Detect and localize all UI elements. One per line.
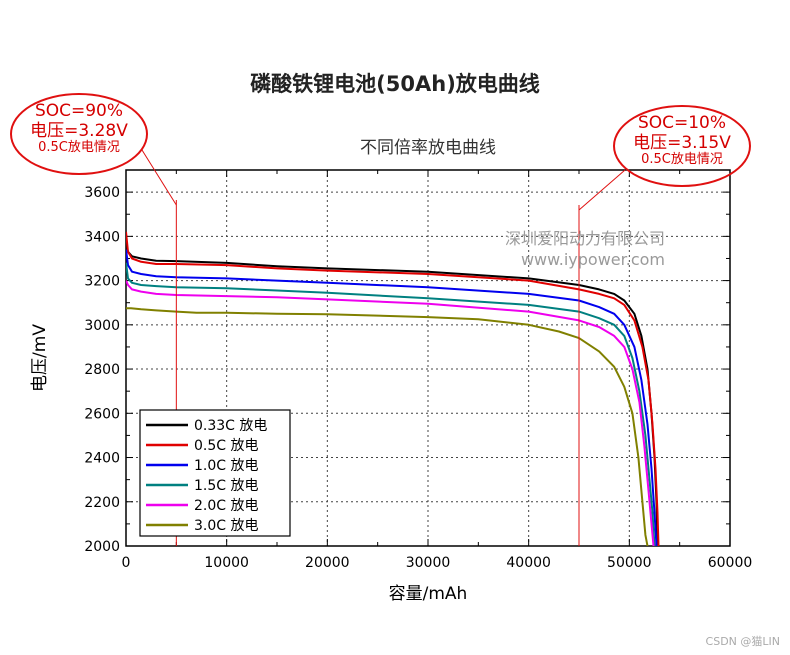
x-tick-label: 30000 — [406, 555, 451, 571]
soc10-callout: SOC=10% 电压=3.15V 0.5C放电情况 — [613, 105, 751, 187]
legend-label: 0.33C 放电 — [194, 418, 267, 434]
y-tick-label: 3600 — [84, 185, 120, 201]
legend-label: 3.0C 放电 — [194, 518, 259, 534]
watermark-url: www.iypower.com — [520, 250, 665, 269]
series-line-4 — [126, 280, 655, 546]
soc10-label: SOC=10% — [637, 113, 727, 133]
page-title: 磷酸铁锂电池(50Ah)放电曲线 — [250, 72, 540, 96]
chart-title: 不同倍率放电曲线 — [360, 138, 496, 158]
y-tick-label: 3400 — [84, 229, 120, 245]
watermark-company: 深圳爱阳动力有限公司 — [504, 229, 665, 248]
y-axis-label: 电压/mV — [30, 324, 50, 392]
watermark: 深圳爱阳动力有限公司 www.iypower.com — [470, 228, 665, 270]
y-tick-label: 3200 — [84, 274, 120, 290]
x-tick-label: 60000 — [708, 555, 753, 571]
legend — [139, 409, 291, 537]
series-line-3 — [126, 262, 656, 546]
soc90-label: SOC=90% — [34, 101, 124, 121]
callout-connector — [578, 169, 626, 211]
x-tick-label: 20000 — [305, 555, 350, 571]
x-tick-label: 40000 — [506, 555, 551, 571]
y-tick-label: 2000 — [84, 539, 120, 555]
legend-label: 2.0C 放电 — [194, 498, 259, 514]
x-tick-label: 50000 — [607, 555, 652, 571]
y-tick-label: 2200 — [84, 495, 120, 511]
y-tick-label: 3000 — [84, 318, 120, 334]
soc10-note: 0.5C放电情况 — [641, 152, 723, 168]
series-line-1 — [126, 231, 660, 546]
x-axis-label: 容量/mAh — [389, 584, 468, 604]
soc10-voltage: 电压=3.15V — [633, 132, 731, 153]
soc90-note: 0.5C放电情况 — [38, 140, 120, 156]
soc90-callout: SOC=90% 电压=3.28V 0.5C放电情况 — [10, 93, 148, 175]
y-tick-label: 2800 — [84, 362, 120, 378]
footer-credit: CSDN @猫LIN — [705, 635, 780, 648]
y-tick-label: 2600 — [84, 406, 120, 422]
series-line-5 — [126, 307, 649, 546]
callout-connector — [141, 149, 177, 206]
x-tick-label: 0 — [122, 555, 131, 571]
soc90-voltage: 电压=3.28V — [30, 120, 128, 141]
y-tick-label: 2400 — [84, 451, 120, 467]
x-tick-label: 10000 — [204, 555, 249, 571]
legend-label: 1.0C 放电 — [194, 458, 259, 474]
legend-label: 0.5C 放电 — [194, 438, 259, 454]
series-line-2 — [126, 249, 658, 546]
legend-label: 1.5C 放电 — [194, 478, 259, 494]
